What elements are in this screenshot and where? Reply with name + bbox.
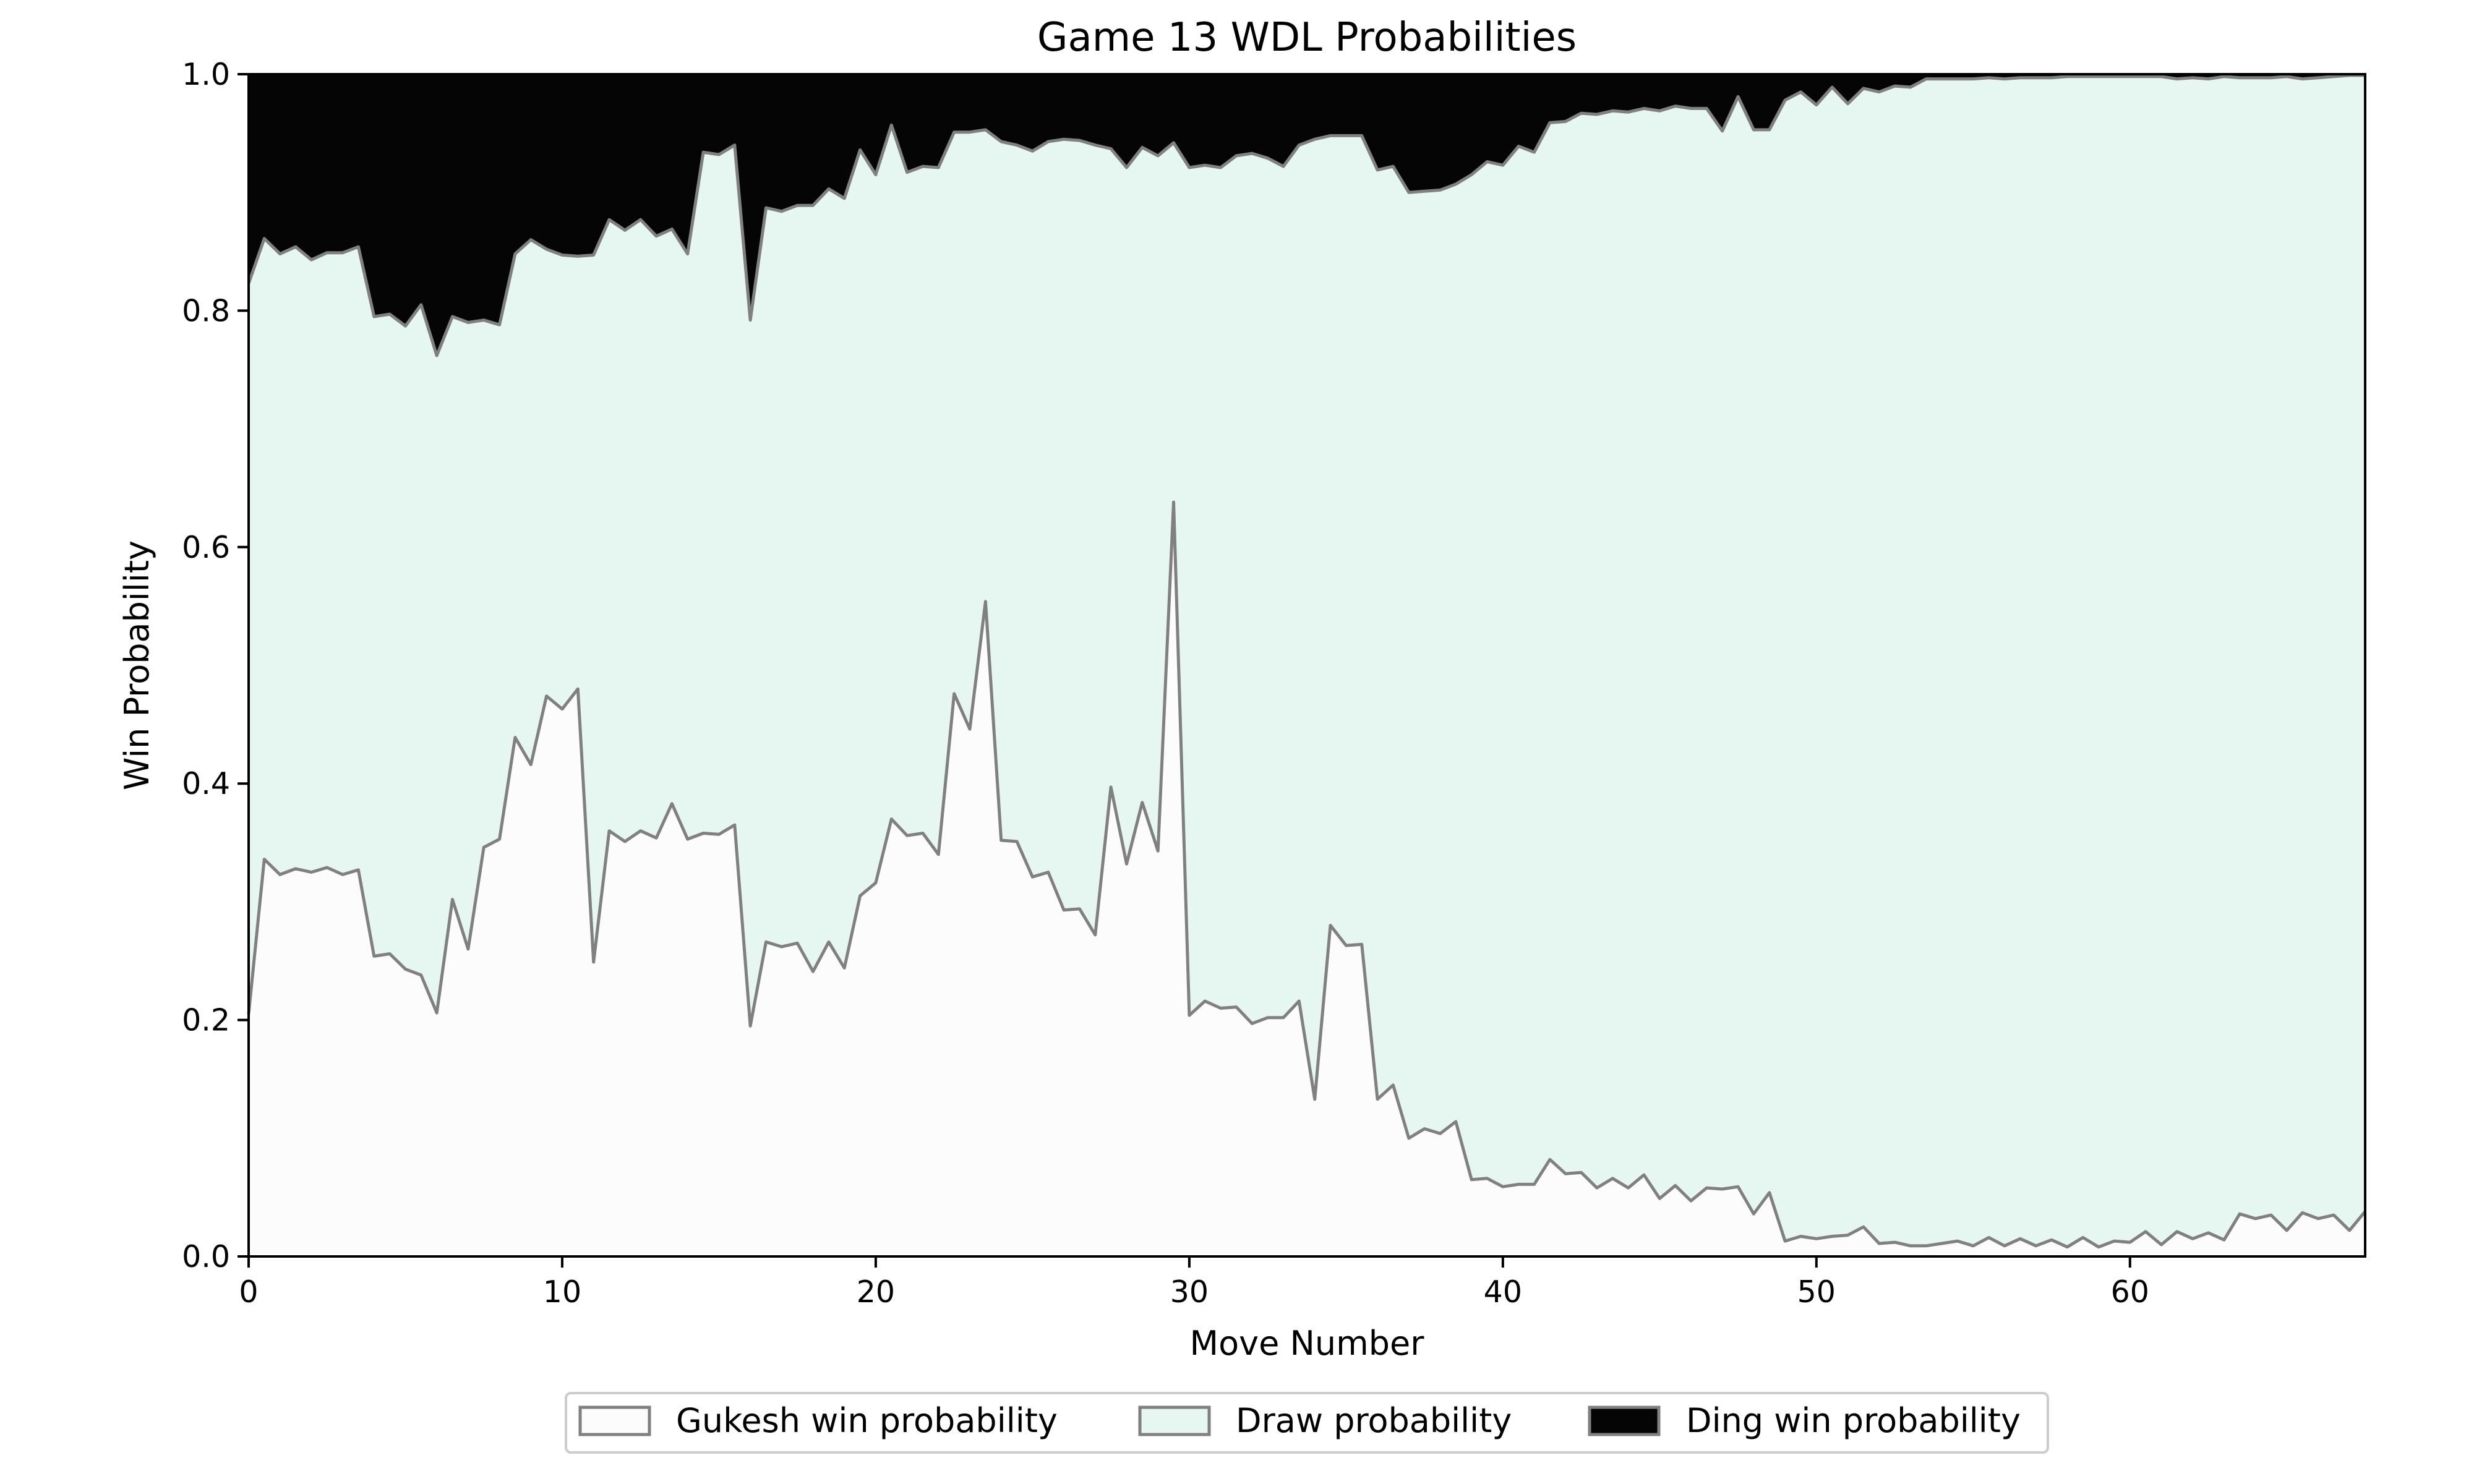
legend-swatch-ding (1588, 1405, 1661, 1436)
legend-label-gukesh: Gukesh win probability (676, 1401, 1058, 1440)
legend-label-ding: Ding win probability (1686, 1401, 2021, 1440)
x-tick-label: 10 (543, 1274, 581, 1310)
y-axis-ticks: 0.0 0.2 0.4 0.6 0.8 1.0 (182, 57, 249, 1274)
y-tick-label: 0.6 (182, 530, 230, 565)
x-tick-label: 30 (1170, 1274, 1209, 1310)
x-tick-label: 40 (1484, 1274, 1522, 1310)
x-axis-label: Move Number (1190, 1324, 1425, 1363)
y-tick-label: 0.4 (182, 766, 230, 801)
area-ding (249, 74, 2365, 356)
area-gukesh (249, 502, 2365, 1256)
y-axis-label: Win Probability (118, 540, 156, 790)
x-tick-label: 60 (2111, 1274, 2149, 1310)
line-gukesh-upper (247, 500, 2366, 1249)
legend-swatch-gukesh (578, 1405, 651, 1436)
y-tick-label: 0.0 (182, 1239, 230, 1274)
plot-frame (247, 73, 2366, 1258)
area-edge-lines (247, 74, 2366, 1249)
x-tick-label: 20 (857, 1274, 895, 1310)
legend: Gukesh win probability Draw probability … (565, 1392, 2049, 1454)
x-tick-label: 50 (1797, 1274, 1836, 1310)
legend-frame (565, 1392, 2049, 1454)
area-draw (249, 75, 2365, 1247)
chart-title: Game 13 WDL Probabilities (1037, 15, 1577, 61)
y-tick-label: 0.2 (182, 1003, 230, 1038)
line-draw-upper (247, 74, 2365, 357)
y-tick-label: 0.8 (182, 293, 230, 328)
y-tick-label: 1.0 (182, 57, 230, 92)
legend-label-draw: Draw probability (1236, 1401, 1512, 1440)
x-axis-ticks: 0 10 20 30 40 50 60 (239, 1256, 2149, 1310)
x-tick-label: 0 (239, 1274, 258, 1310)
stacked-areas (249, 74, 2365, 1256)
legend-swatch-draw (1138, 1405, 1211, 1436)
